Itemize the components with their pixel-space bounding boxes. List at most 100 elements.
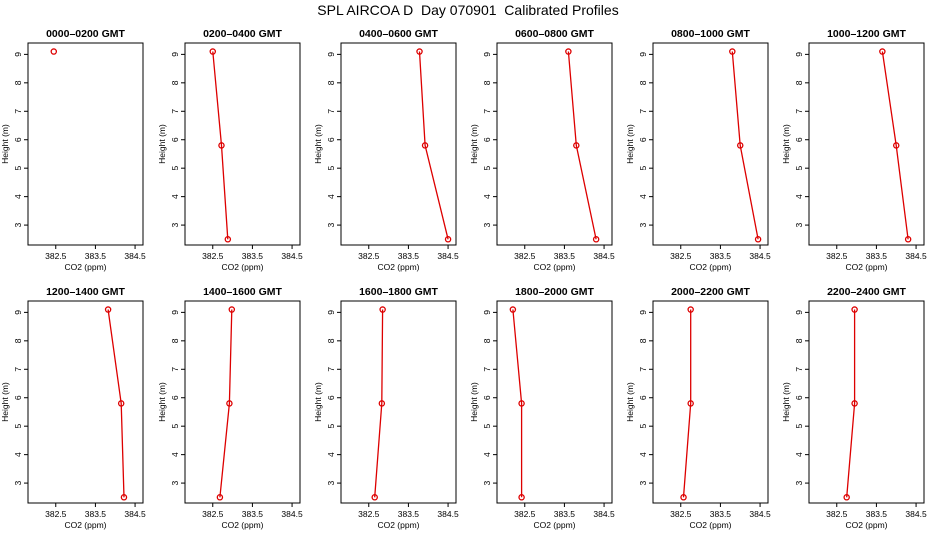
y-tick-label: 5 — [794, 424, 804, 429]
y-tick-label: 5 — [170, 166, 180, 171]
y-tick-label: 7 — [482, 367, 492, 372]
y-tick-label: 5 — [170, 424, 180, 429]
y-tick-label: 3 — [482, 480, 492, 485]
x-tick-label: 384.5 — [749, 251, 771, 261]
x-tick-label: 384.5 — [281, 509, 303, 519]
data-point — [518, 494, 525, 501]
data-point — [729, 48, 736, 55]
x-axis-label: CO2 (ppm) — [221, 262, 263, 272]
data-point — [892, 142, 900, 149]
y-tick-label: 6 — [794, 395, 804, 400]
x-tick-label: 383.5 — [710, 251, 732, 261]
data-point — [228, 306, 236, 313]
data-point — [50, 48, 58, 55]
y-tick-label: 3 — [13, 222, 23, 227]
x-tick-label: 382.5 — [670, 251, 692, 261]
y-axis-label: Height (m) — [157, 382, 167, 422]
y-tick-label: 9 — [326, 52, 336, 57]
y-tick-label: 9 — [794, 310, 804, 315]
profile-panel: 2000–2200 GMT 382.5 383.5 384.5 3 4 5 6 7 8 9 CO2 (… — [625, 286, 771, 530]
y-tick-label: 7 — [326, 367, 336, 372]
y-tick-label: 9 — [326, 310, 336, 315]
y-tick-label: 4 — [170, 452, 180, 457]
data-point — [518, 400, 525, 407]
y-tick-label: 7 — [482, 109, 492, 114]
data-point — [509, 306, 517, 313]
y-tick-label: 4 — [638, 194, 648, 199]
profile-line — [682, 309, 692, 498]
y-tick-label: 9 — [638, 52, 648, 57]
x-tick-label: 383.5 — [554, 509, 576, 519]
y-tick-label: 5 — [13, 166, 23, 171]
x-tick-label: 384.5 — [281, 251, 303, 261]
y-tick-label: 6 — [13, 395, 23, 400]
y-tick-label: 4 — [482, 194, 492, 199]
x-tick-label: 383.5 — [85, 509, 107, 519]
y-axis-label: Height (m) — [625, 382, 635, 422]
y-tick-label: 5 — [638, 424, 648, 429]
y-tick-label: 4 — [482, 452, 492, 457]
y-tick-label: 7 — [638, 367, 648, 372]
y-tick-label: 5 — [13, 424, 23, 429]
x-tick-label: 383.5 — [242, 251, 264, 261]
x-tick-label: 383.5 — [710, 509, 732, 519]
profile-line — [107, 309, 125, 498]
y-axis-label: Height (m) — [781, 124, 791, 164]
y-tick-label: 5 — [794, 166, 804, 171]
y-tick-label: 8 — [794, 80, 804, 85]
y-tick-label: 9 — [170, 52, 180, 57]
profile-line — [846, 309, 856, 498]
y-axis-label: Height (m) — [313, 382, 323, 422]
y-tick-label: 4 — [326, 194, 336, 199]
y-tick-label: 3 — [638, 222, 648, 227]
x-tick-label: 383.5 — [866, 509, 888, 519]
profile-line — [731, 51, 759, 240]
profile-panel: 1400–1600 GMT 382.5 383.5 384.5 3 4 5 6 7 8 9 CO2 (… — [157, 286, 303, 530]
y-tick-label: 5 — [638, 166, 648, 171]
y-tick-label: 8 — [170, 338, 180, 343]
y-tick-label: 8 — [13, 80, 23, 85]
y-tick-label: 3 — [326, 480, 336, 485]
x-tick-label: 382.5 — [670, 509, 692, 519]
data-point — [120, 494, 128, 501]
y-tick-label: 8 — [638, 80, 648, 85]
y-tick-label: 9 — [13, 310, 23, 315]
plot-frame — [496, 300, 613, 504]
data-point — [736, 142, 744, 149]
profile-panel: 1800–2000 GMT 382.5 383.5 384.5 3 4 5 6 7 8 9 CO2 (… — [469, 286, 615, 530]
y-axis-label: Height (m) — [469, 124, 479, 164]
data-point — [378, 400, 386, 407]
profile-panel: 0800–1000 GMT 382.5 383.5 384.5 3 4 5 6 7 8 9 CO2 (… — [625, 28, 771, 272]
profile-panel: 0000–0200 GMT 382.5 383.5 384.5 3 4 5 6 7 8 9 CO2 (… — [0, 28, 146, 272]
x-tick-label: 384.5 — [593, 251, 615, 261]
y-axis-label: Height (m) — [313, 124, 323, 164]
data-point — [224, 236, 232, 243]
data-point — [226, 400, 233, 407]
data-point — [218, 142, 225, 149]
y-tick-label: 9 — [638, 310, 648, 315]
y-tick-label: 8 — [13, 338, 23, 343]
x-axis-label: CO2 (ppm) — [689, 262, 731, 272]
page-title: SPL AIRCOA D Day 070901 Calibrated Profi… — [317, 2, 619, 18]
y-tick-label: 5 — [326, 424, 336, 429]
x-tick-label: 382.5 — [514, 509, 536, 519]
plot-frame — [184, 300, 301, 504]
plot-frame — [27, 42, 144, 246]
panel-title: 2000–2200 GMT — [671, 286, 750, 298]
x-tick-label: 384.5 — [905, 251, 927, 261]
x-tick-label: 384.5 — [437, 251, 459, 261]
plot-frame — [652, 42, 769, 246]
y-tick-label: 5 — [482, 166, 492, 171]
panel-title: 1800–2000 GMT — [515, 286, 594, 298]
data-point — [216, 494, 224, 501]
data-point — [680, 494, 687, 501]
data-point — [209, 48, 217, 55]
y-tick-label: 4 — [794, 452, 804, 457]
panel-title: 0200–0400 GMT — [203, 28, 282, 40]
x-axis-label: CO2 (ppm) — [533, 520, 575, 530]
data-point — [851, 400, 858, 407]
y-tick-label: 4 — [638, 452, 648, 457]
panel-title: 1200–1400 GMT — [46, 286, 125, 298]
y-tick-label: 3 — [170, 480, 180, 485]
